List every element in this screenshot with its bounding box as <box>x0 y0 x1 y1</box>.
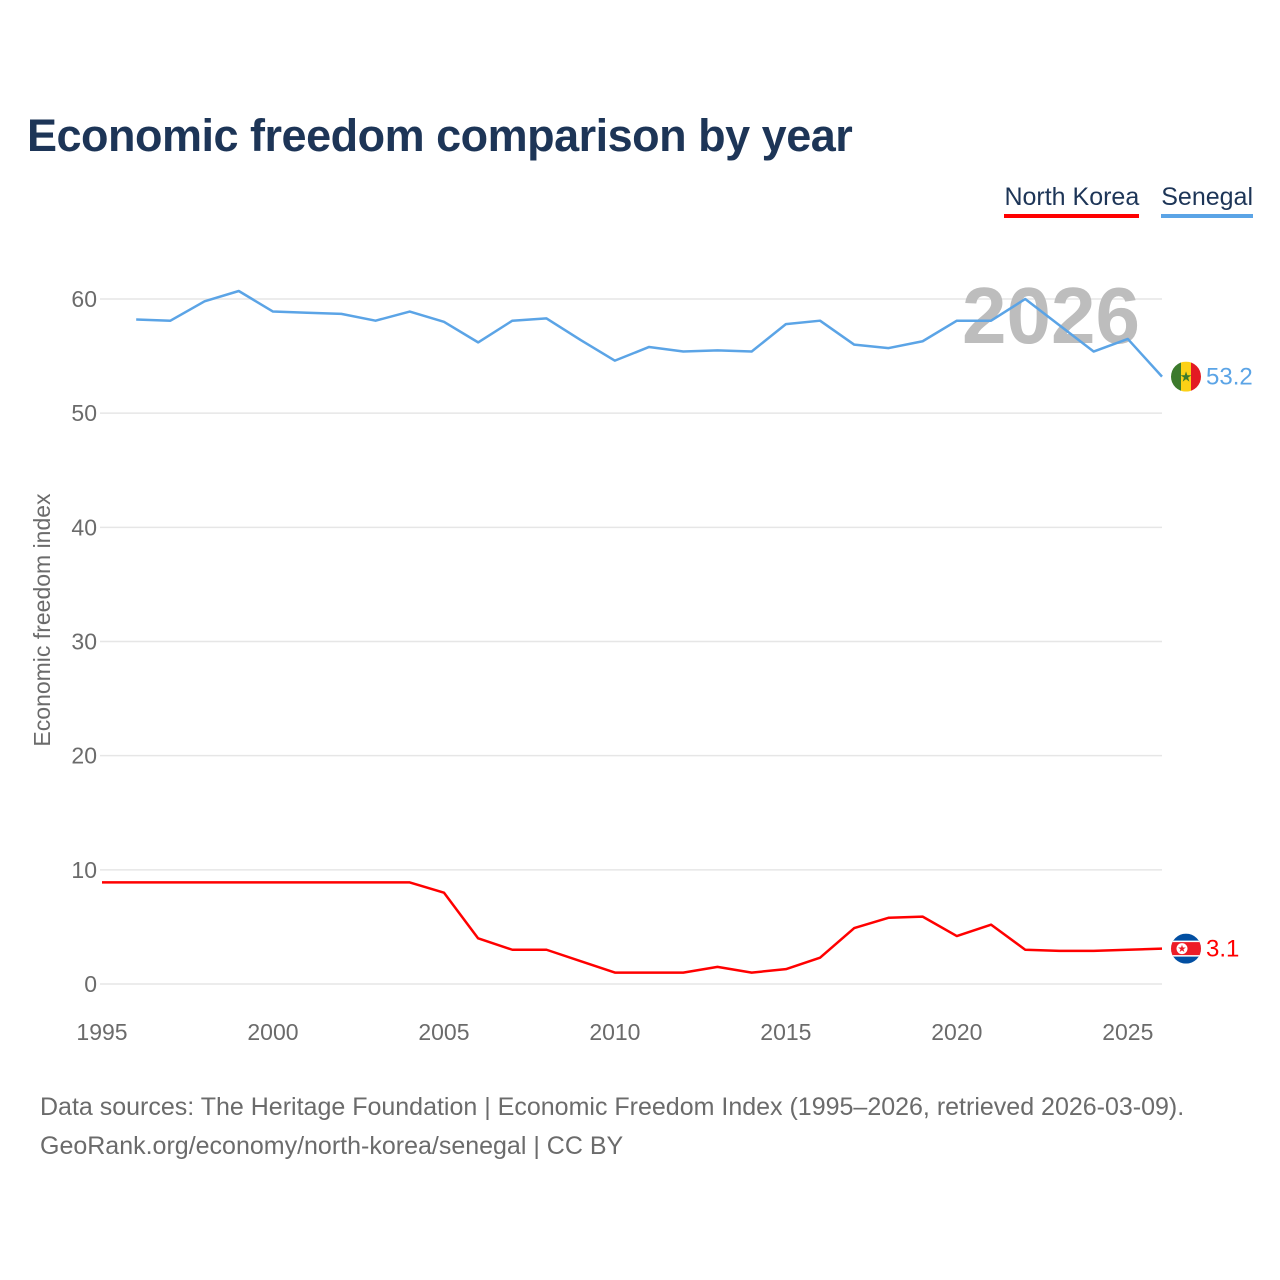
y-tick-label: 0 <box>84 971 97 997</box>
y-tick-label: 50 <box>71 400 97 426</box>
flag-stripe <box>1171 361 1181 392</box>
flag-body: ★ <box>1171 933 1201 964</box>
legend-north-korea[interactable]: North Korea <box>1004 183 1140 218</box>
x-tick-label: 2025 <box>1102 1019 1153 1045</box>
y-tick-label: 60 <box>71 286 97 312</box>
y-axis-label: Economic freedom index <box>29 493 55 747</box>
star-icon: ★ <box>1178 944 1187 955</box>
x-tick-label: 1995 <box>76 1019 127 1045</box>
x-tick-label: 2015 <box>760 1019 811 1045</box>
x-tick-label: 2010 <box>589 1019 640 1045</box>
end-value-label: 53.2 <box>1206 364 1253 391</box>
senegal-flag-icon: ★ <box>1171 361 1201 392</box>
x-tick-label: 2000 <box>247 1019 298 1045</box>
source-note: Data sources: The Heritage Foundation | … <box>40 1088 1184 1166</box>
x-tick-label: 2005 <box>418 1019 469 1045</box>
north-korea-flag-icon: ★ <box>1171 933 1201 964</box>
series-line-senegal <box>136 289 1163 378</box>
series-line-north-korea <box>102 881 1163 974</box>
y-tick-label: 20 <box>71 743 97 769</box>
flag-stripe <box>1181 361 1191 392</box>
legend-senegal[interactable]: Senegal <box>1161 183 1253 218</box>
flag-disc <box>1176 943 1188 955</box>
year-watermark: 2026 <box>962 271 1140 360</box>
flag-body: ★ <box>1171 361 1201 392</box>
source-line-2[interactable]: GeoRank.org/economy/north-korea/senegal … <box>40 1132 624 1160</box>
chart-title: Economic freedom comparison by year <box>27 110 853 161</box>
end-value-label: 3.1 <box>1206 936 1239 963</box>
x-tick-label: 2020 <box>931 1019 982 1045</box>
y-tick-label: 30 <box>71 629 97 655</box>
legend: North Korea Senegal <box>1004 183 1253 218</box>
source-line-1: Data sources: The Heritage Foundation | … <box>40 1093 1185 1121</box>
y-tick-label: 10 <box>71 857 97 883</box>
y-tick-label: 40 <box>71 514 97 540</box>
star-icon: ★ <box>1180 370 1193 386</box>
flag-stripe <box>1191 361 1201 392</box>
